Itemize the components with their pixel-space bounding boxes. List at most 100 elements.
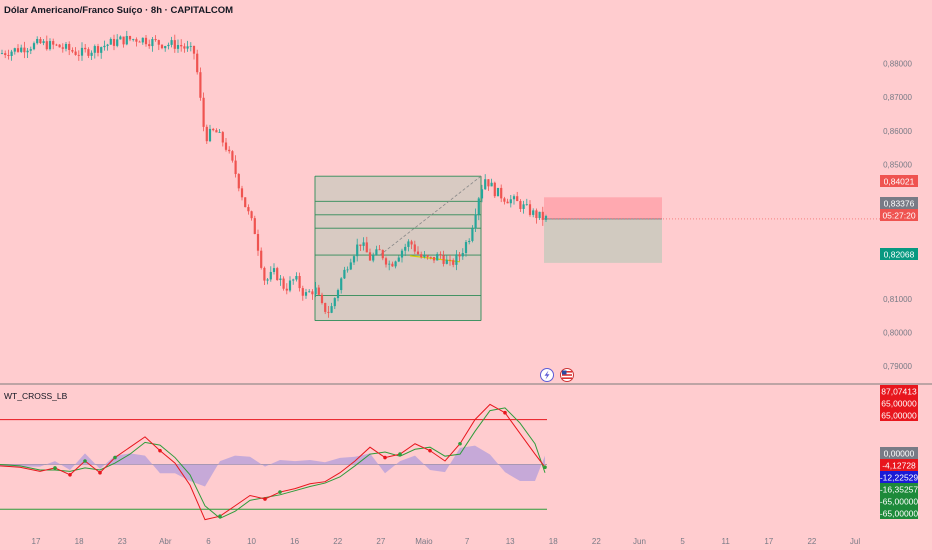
candle-body	[266, 279, 269, 281]
time-tick-label: 5	[680, 537, 685, 546]
candle-body	[202, 97, 205, 127]
time-tick-label: 23	[118, 537, 127, 546]
candle-body	[218, 132, 221, 133]
indicator-pane	[0, 403, 547, 521]
price-tick-label: 0,79000	[883, 362, 912, 371]
candle-body	[535, 210, 538, 219]
candle-body	[192, 45, 196, 54]
candle-body	[490, 182, 493, 187]
candle-body	[52, 41, 55, 45]
candle-body	[36, 38, 39, 44]
candle-body	[420, 254, 423, 258]
candle-body	[132, 39, 135, 40]
time-tick-label: 6	[206, 537, 211, 546]
candle-body	[330, 306, 333, 313]
candle-body	[26, 50, 29, 53]
indicator-value-labels: 87,07413 65,00000 65,00000 0,00000 -4,12728 -…	[880, 385, 919, 519]
candle-body	[368, 252, 372, 261]
price-tick-label: 0,86000	[883, 127, 912, 136]
target-zone	[544, 218, 662, 263]
candle-body	[122, 36, 125, 45]
time-tick-label: 10	[247, 537, 256, 546]
lightning-icon[interactable]	[540, 368, 554, 382]
candle-body	[295, 275, 298, 280]
candle-body	[404, 246, 407, 251]
time-tick-label: 22	[592, 537, 601, 546]
cross-dot	[158, 448, 162, 453]
candle-body	[388, 263, 391, 265]
wt2-line	[0, 407, 546, 519]
candle-body	[93, 46, 96, 53]
candle-body	[240, 188, 244, 198]
candle-body	[196, 53, 199, 73]
candle-body	[32, 43, 36, 50]
price-tick-label: 0,80000	[883, 328, 912, 337]
cross-dot	[503, 410, 507, 415]
candle-body	[410, 241, 413, 245]
candle-body	[13, 48, 16, 52]
candle-body	[429, 256, 432, 258]
us-flag-icon[interactable]	[560, 368, 574, 382]
candle-body	[272, 268, 276, 272]
candle-body	[352, 256, 356, 263]
candle-body	[80, 47, 84, 56]
short-position-tool[interactable]	[544, 197, 662, 263]
candle-body	[45, 41, 48, 50]
cross-dot	[458, 441, 462, 446]
candle-body	[452, 260, 455, 265]
candle-body	[512, 196, 516, 200]
candle-body	[221, 132, 224, 143]
time-tick-label: 13	[506, 537, 515, 546]
cross-dot	[83, 459, 87, 463]
indicator-value-tag	[880, 385, 918, 397]
candle-body	[528, 204, 532, 215]
candle-body	[509, 199, 512, 204]
candle-body	[311, 291, 314, 295]
cross-dot	[428, 448, 432, 453]
candle-body	[39, 38, 42, 44]
candle-body	[164, 46, 167, 49]
candle-body	[397, 257, 400, 262]
candle-body	[141, 37, 144, 43]
candle-body	[55, 44, 58, 46]
candle-body	[77, 54, 80, 56]
candle-body	[23, 47, 26, 53]
candle-body	[474, 214, 477, 229]
candle-body	[64, 43, 68, 49]
time-tick-label: 7	[465, 537, 470, 546]
candle-body	[400, 250, 404, 258]
candle-body	[71, 50, 74, 52]
candle-body	[112, 38, 116, 46]
time-tick-label: Jun	[633, 537, 646, 546]
candle-body	[317, 287, 320, 295]
candle-body	[349, 262, 352, 270]
candle-body	[381, 250, 384, 259]
candle-body	[285, 288, 288, 291]
time-tick-label: Jul	[850, 537, 860, 546]
candle-body	[282, 278, 285, 289]
candle-body	[525, 204, 528, 206]
candle-body	[170, 40, 173, 45]
stop-price-label: 0,84021	[884, 177, 915, 187]
time-tick-label: 17	[32, 537, 41, 546]
candle-body	[544, 216, 548, 220]
candle-body	[343, 269, 346, 279]
fib-box-fill	[315, 176, 481, 321]
candle-body	[506, 201, 509, 204]
target-price-tag	[880, 248, 918, 260]
indicator-value-tag	[880, 507, 918, 519]
candles	[0, 30, 880, 318]
time-tick-label: 18	[75, 537, 84, 546]
candle-body	[301, 288, 304, 296]
candle-body	[292, 279, 295, 281]
indicator-value-label: 87,07413	[881, 387, 917, 397]
indicator-value-label: -12,22529	[880, 473, 919, 483]
time-tick-label: 17	[764, 537, 773, 546]
candle-body	[116, 39, 119, 46]
price-tick-label: 0,87000	[883, 93, 912, 102]
fib-retracement-box[interactable]	[314, 175, 482, 322]
indicator-name: WT_CROSS_LB	[4, 391, 68, 401]
candle-body	[42, 41, 45, 44]
